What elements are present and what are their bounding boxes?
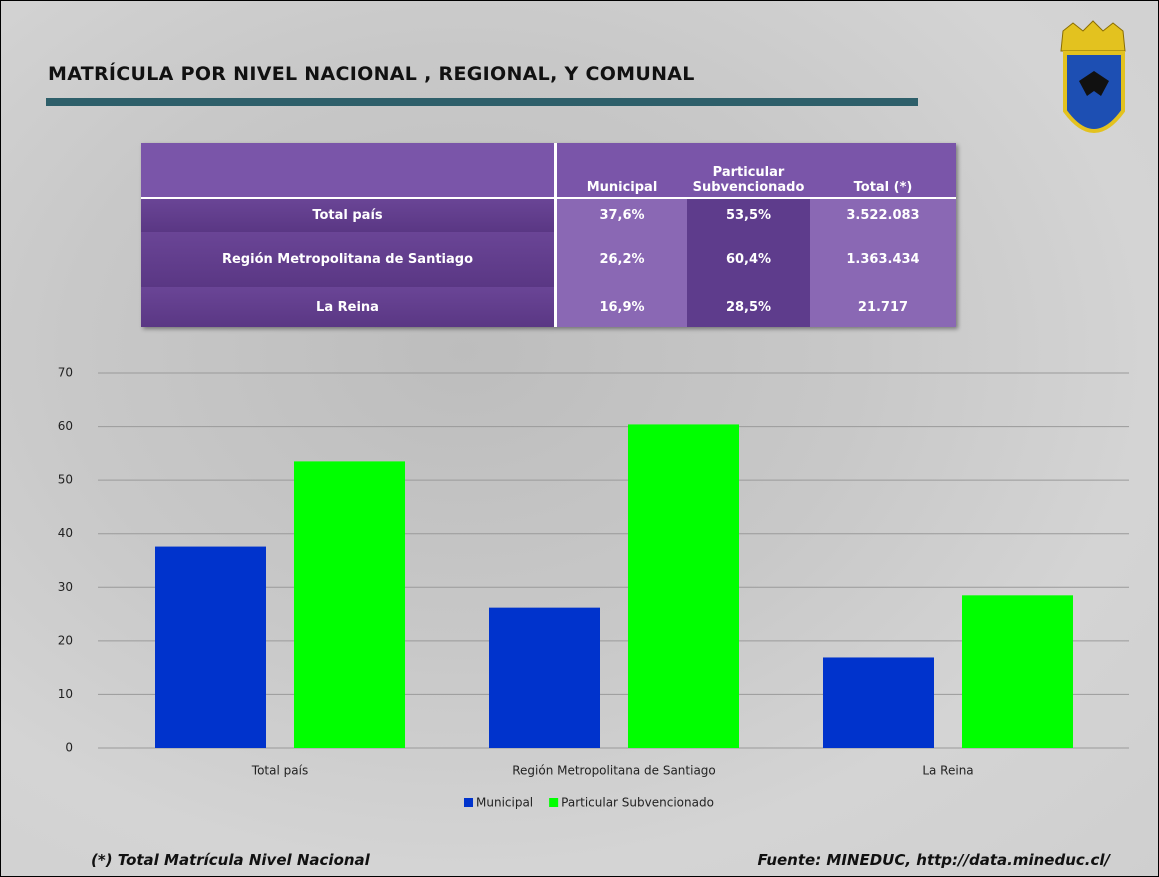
legend-swatch [549, 798, 559, 807]
y-tick-label: 70 [58, 366, 73, 380]
row-label: La Reina [141, 287, 557, 327]
legend-swatch [464, 798, 473, 807]
y-tick-label: 60 [58, 419, 73, 433]
bar [962, 595, 1073, 748]
y-tick-label: 50 [58, 473, 73, 487]
header-cell: Total (*) [810, 143, 956, 199]
y-tick-label: 0 [65, 741, 73, 755]
table-cell: 16,9% [555, 287, 687, 327]
table: Municipal Particular Subvencionado Total… [141, 143, 956, 327]
header-empty [141, 143, 557, 199]
table-cell: 1.363.434 [810, 232, 956, 287]
bar [628, 424, 739, 748]
bar [294, 461, 405, 748]
legend-label: Municipal [476, 796, 533, 810]
y-tick-label: 20 [58, 633, 73, 647]
table-cell: 26,2% [555, 232, 687, 287]
title-rule [46, 98, 918, 106]
header-cell: Municipal [555, 143, 687, 199]
x-tick-label: La Reina [922, 764, 973, 778]
bar [489, 607, 600, 748]
bar [823, 657, 934, 748]
table-cell: 37,6% [555, 198, 687, 232]
table-cell: 60,4% [687, 232, 810, 287]
table-cell: 53,5% [687, 198, 810, 232]
x-tick-label: Región Metropolitana de Santiago [512, 764, 716, 778]
row-label: Total país [141, 198, 557, 232]
table-cell: 3.522.083 [810, 198, 956, 232]
y-tick-label: 10 [58, 687, 73, 701]
legend-label: Particular Subvencionado [561, 796, 714, 810]
table-cell: 21.717 [810, 287, 956, 327]
logo [1060, 20, 1126, 133]
footnote: (*) Total Matrícula Nivel Nacional [91, 851, 370, 869]
header-cell: Particular Subvencionado [687, 143, 810, 199]
bar [155, 546, 266, 748]
title: MATRÍCULA POR NIVEL NACIONAL , REGIONAL,… [48, 63, 695, 85]
x-tick-label: Total país [251, 764, 308, 778]
table-cell: 28,5% [687, 287, 810, 327]
source: Fuente: MINEDUC, http://data.mineduc.cl/ [757, 851, 1110, 869]
y-tick-label: 30 [58, 580, 73, 594]
y-tick-label: 40 [58, 526, 73, 540]
row-label: Región Metropolitana de Santiago [141, 232, 557, 287]
